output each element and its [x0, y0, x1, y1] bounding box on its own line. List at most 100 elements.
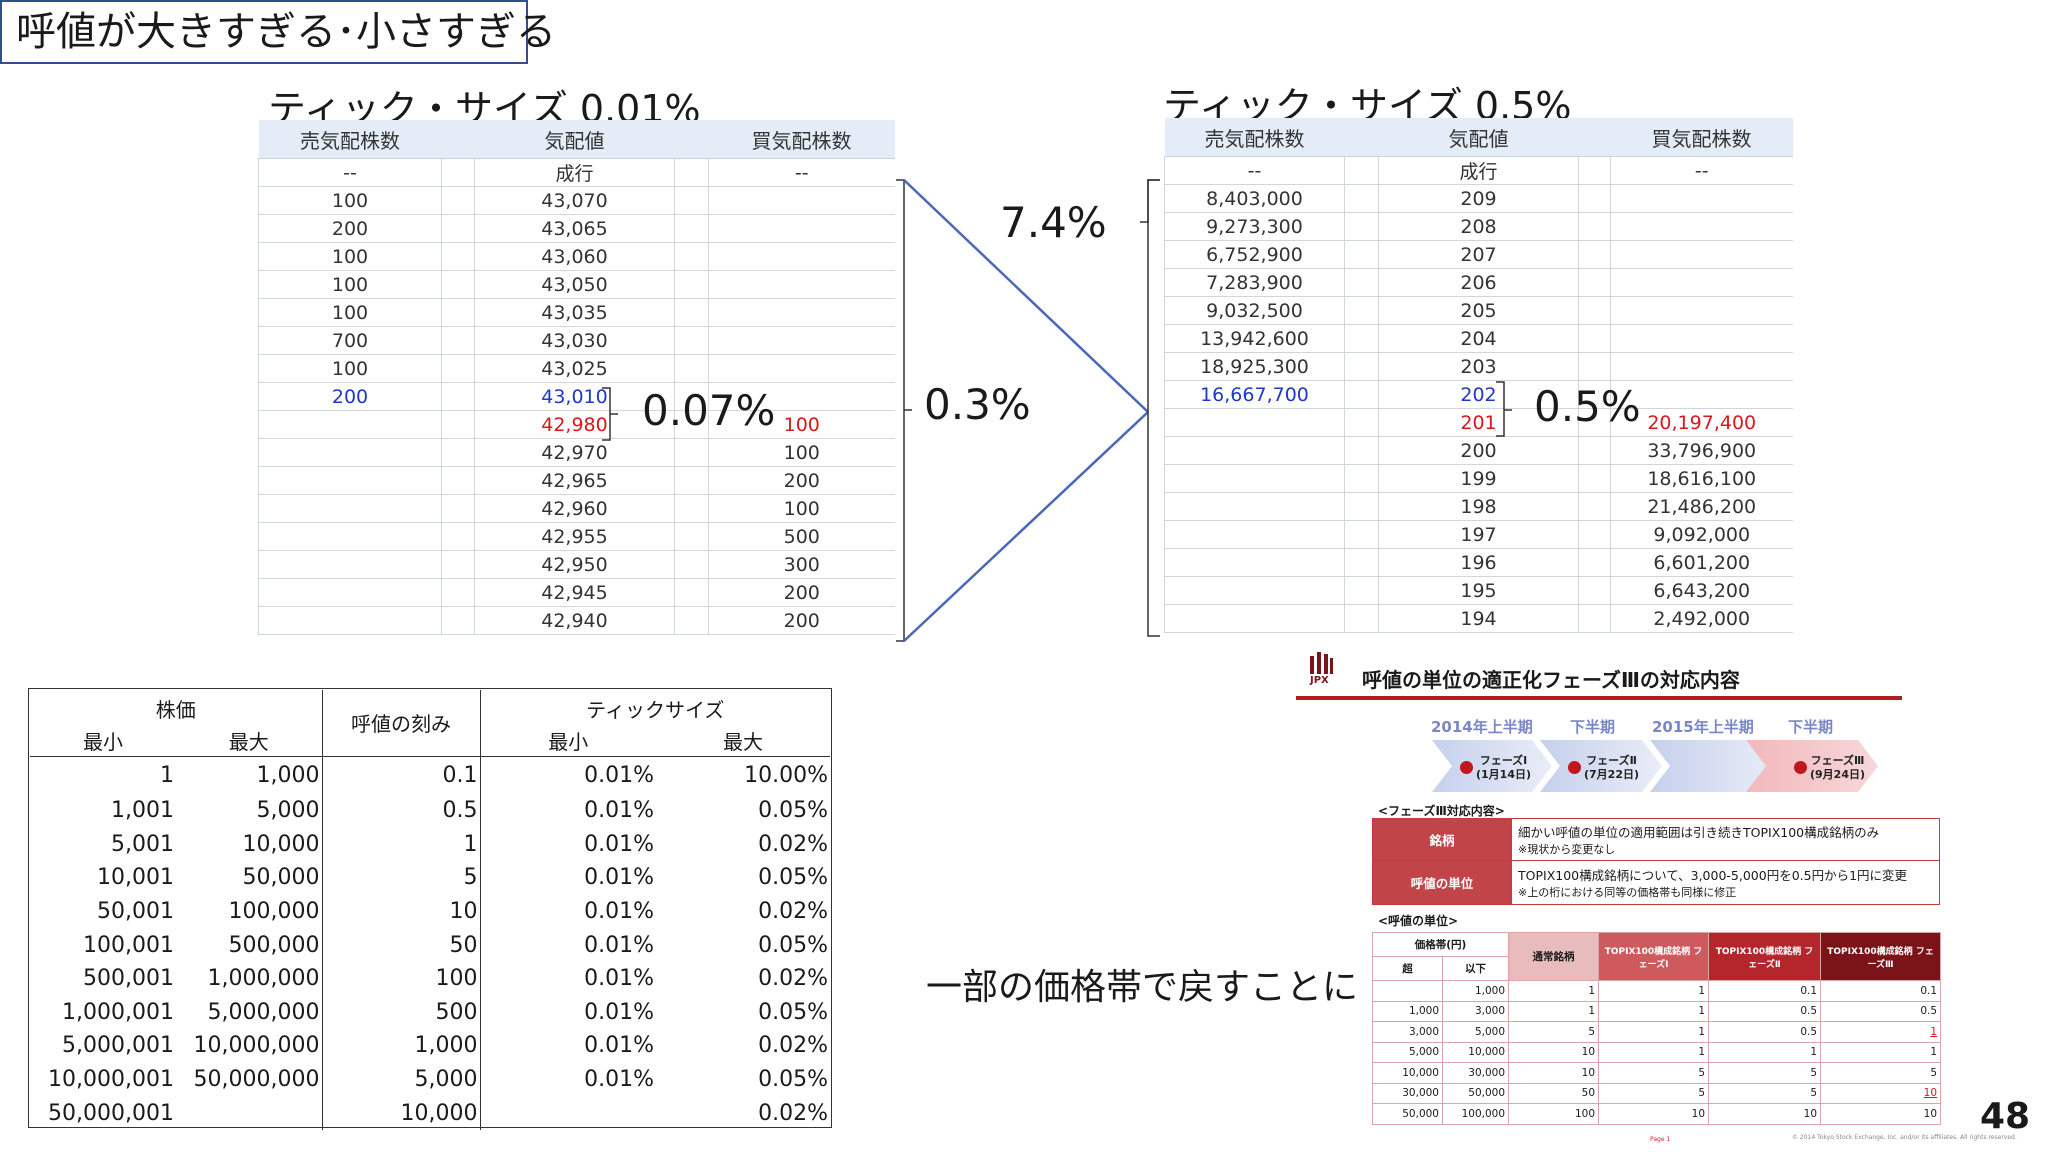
spacer-cell: [1344, 380, 1379, 409]
order-book-row: 201 20,197,400: [1164, 408, 1793, 437]
p1-cell: 1: [1598, 980, 1710, 1002]
doc-footer-copyright: © 2014 Tokyo Stock Exchange, Inc. and/or…: [1792, 1134, 2017, 1141]
tick-min-cell: 0.01%: [584, 865, 654, 891]
unit-cell: 100: [321, 961, 481, 996]
spacer-cell: [1344, 576, 1379, 605]
sell-qty-cell: [258, 550, 442, 579]
order-book-row: 200 33,796,900: [1164, 436, 1793, 465]
price-cell: 成行: [1378, 156, 1579, 185]
tick-row: 10,001 50,000 5 0.01% 0.05%: [30, 861, 830, 895]
price-cell: 196: [1378, 548, 1579, 577]
spacer-cell: [1344, 240, 1379, 269]
under-cell: 3,000: [1441, 1000, 1510, 1022]
price-cell: 205: [1378, 296, 1579, 325]
return-text: 一部の価格帯で戻すことに: [926, 967, 1359, 1008]
spacer-cell: [1344, 520, 1379, 549]
order-book-row: 42,940 200: [258, 606, 895, 635]
spacer-cell: [441, 522, 475, 551]
p2-cell: 5: [1708, 1062, 1822, 1084]
price-cell: 43,035: [474, 298, 675, 327]
tick-row: 50,001 100,000 10 0.01% 0.02%: [30, 894, 830, 929]
price-cell: 43,060: [474, 242, 675, 271]
spacer-cell: [674, 410, 709, 439]
phase2-header: TOPIX100構成銘柄 フェーズⅡ: [1708, 932, 1822, 981]
normal-header: 通常銘柄: [1508, 932, 1600, 981]
spacer-cell: [674, 214, 709, 243]
order-book-row: 6,752,900 207: [1164, 240, 1793, 269]
sell-qty-cell: 200: [258, 214, 442, 243]
sell-qty-cell: [1164, 464, 1345, 493]
price-min-cell: 1: [160, 762, 174, 788]
price-cell: 200: [1378, 436, 1579, 465]
spacer-cell: [674, 270, 709, 299]
unit-cell: 500: [321, 995, 481, 1030]
price-header: 気配値: [1378, 118, 1579, 157]
price-min-cell: 50,001: [97, 899, 174, 925]
spacer-cell: [441, 494, 475, 523]
phase-2-label: フェーズⅡ (7月22日): [1584, 754, 1640, 781]
sell-qty-cell: 100: [258, 270, 442, 299]
buy-qty-cell: 100: [708, 410, 895, 439]
phase-dot: [1794, 761, 1807, 774]
p2-cell: 0.1: [1708, 980, 1822, 1002]
p1-cell: 5: [1598, 1062, 1710, 1084]
p1-cell: 5: [1598, 1082, 1710, 1104]
order-book-row: 100 43,035: [258, 298, 895, 327]
spacer-cell: [1344, 548, 1379, 577]
tick-unit-table: 価格帯(円) 通常銘柄 TOPIX100構成銘柄 フェーズⅠ TOPIX100構…: [1371, 932, 1942, 1125]
under-header: 以下: [1441, 956, 1510, 981]
spacer-cell: [1344, 436, 1379, 465]
buy-qty-cell: [1610, 240, 1793, 269]
spacer-cell: [674, 298, 709, 327]
price-max-cell: 10,000: [242, 831, 320, 857]
spacer-cell: [1578, 240, 1611, 269]
doc-footer-page: Page 1: [1650, 1136, 1671, 1143]
spacer-cell: [1578, 380, 1611, 409]
price-cell: 194: [1378, 604, 1579, 633]
sell-qty-cell: 6,752,900: [1164, 240, 1345, 269]
slide-title: 呼値が大きすぎる･小さすぎる: [0, 0, 556, 64]
price-cell: 195: [1378, 576, 1579, 605]
sell-qty-cell: [258, 438, 442, 467]
spacer-cell: [674, 578, 709, 607]
spacer-cell: [441, 438, 475, 467]
order-book-row: 42,970 100: [258, 438, 895, 467]
order-book-row: 8,403,000 209: [1164, 184, 1793, 213]
over-cell: [1372, 980, 1443, 1002]
sell-qty-cell: 9,032,500: [1164, 296, 1345, 325]
sell-qty-cell: --: [1164, 156, 1345, 185]
price-min-header: 最小: [83, 730, 123, 755]
p3-cell: 0.1: [1820, 980, 1942, 1002]
period-label: 下半期: [1570, 718, 1616, 736]
under-cell: 100,000: [1441, 1103, 1510, 1125]
sell-qty-header: 売気配株数: [1164, 118, 1345, 157]
order-book-row: 42,980 100: [258, 410, 895, 439]
price-max-cell: 50,000: [242, 865, 320, 891]
unit-row: 1,000 1 1 0.1 0.1: [1372, 980, 1942, 1002]
price-cell: 204: [1378, 324, 1579, 353]
spacer-cell: [1578, 492, 1611, 521]
spacer-cell: [1578, 436, 1611, 465]
period-label: 下半期: [1788, 718, 1834, 736]
buy-qty-cell: [708, 382, 895, 411]
order-book-row: 7,283,900 206: [1164, 268, 1793, 297]
price-band-header: 株価: [155, 697, 196, 722]
unit-cell: 5,000: [321, 1062, 481, 1097]
tick-row: 1,001 5,000 0.5 0.01% 0.05%: [30, 794, 830, 828]
buy-qty-cell: --: [1610, 156, 1793, 185]
unit-cell: 1,000: [321, 1029, 481, 1063]
normal-cell: 5: [1508, 1021, 1600, 1043]
buy-qty-cell: [708, 270, 895, 299]
price-cell: 42,980: [474, 410, 675, 439]
order-book-row: 42,960 100: [258, 494, 895, 523]
p1-cell: 1: [1598, 1041, 1710, 1063]
unit-cell: 10,000: [321, 1096, 481, 1130]
order-book-row: 100 43,070: [258, 186, 895, 215]
sell-qty-cell: [258, 522, 442, 551]
tick-max-cell: 0.05%: [758, 999, 829, 1025]
order-book-row: 200 43,010: [258, 382, 895, 411]
spacer-cell: [1578, 296, 1611, 325]
order-book-row: 194 2,492,000: [1164, 604, 1793, 633]
phase-dot: [1460, 761, 1473, 774]
